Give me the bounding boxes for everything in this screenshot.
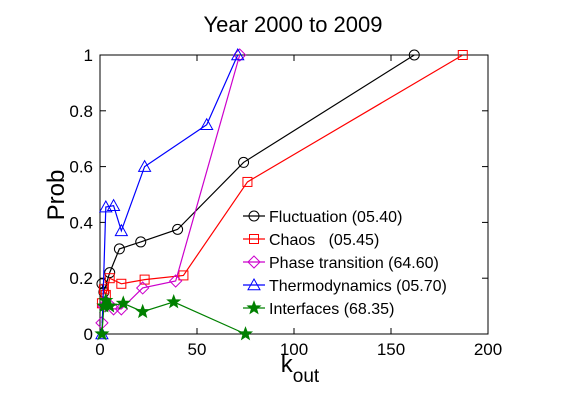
series-3: [95, 47, 245, 340]
axis-ticks: 0 50 100 150 200 0 0.2 0.4 0.6 0.8 1: [69, 46, 502, 359]
y-tick-label: 0.2: [69, 269, 93, 288]
x-tick-label: 100: [280, 340, 308, 359]
legend-entry: Fluctuation (05.40): [243, 209, 402, 226]
chart-title: Year 2000 to 2009: [203, 12, 382, 37]
series-layer: [94, 47, 468, 341]
series-line: [101, 54, 415, 295]
legend-marker: [247, 255, 261, 269]
series-1: [96, 50, 468, 309]
data-point: [135, 281, 150, 295]
y-tick-label: 0.8: [69, 102, 93, 121]
series-4: [94, 292, 254, 341]
data-point: [178, 270, 189, 281]
data-point: [113, 243, 125, 255]
data-point: [114, 223, 129, 237]
legend-marker: [246, 300, 262, 315]
x-tick-label: 50: [188, 340, 207, 359]
x-tick-label: 200: [474, 340, 502, 359]
data-point: [230, 47, 245, 61]
legend-label: Fluctuation (05.40): [269, 209, 402, 226]
x-axis-label-main: k: [281, 351, 294, 378]
data-point: [457, 50, 468, 60]
legend-entry: Chaos (05.45): [243, 232, 379, 249]
x-tick-label: 0: [95, 340, 104, 359]
y-tick-label: 0.6: [69, 158, 93, 177]
data-point: [168, 274, 183, 288]
y-tick-label: 0: [84, 325, 93, 344]
y-tick-label: 1: [84, 46, 93, 65]
legend-marker: [247, 277, 261, 291]
series-2: [95, 48, 247, 330]
data-point: [104, 273, 115, 284]
data-point: [242, 176, 253, 187]
data-point: [137, 159, 152, 172]
legend-label: Phase transition (64.60): [269, 255, 439, 272]
x-axis-label-subscript: out: [293, 366, 320, 387]
y-axis-label: Prob: [43, 170, 70, 221]
data-point: [115, 295, 131, 310]
data-point: [166, 293, 182, 309]
legend-label: Chaos (05.45): [269, 232, 379, 249]
legend-entry: Phase transition (64.60): [243, 255, 439, 272]
data-point: [96, 278, 108, 290]
data-point: [135, 236, 147, 248]
x-tick-label: 150: [377, 340, 405, 359]
data-point: [172, 223, 184, 235]
data-point: [94, 326, 110, 341]
data-point: [238, 156, 250, 168]
series-line: [101, 54, 239, 335]
legend-label: Interfaces (68.35): [269, 301, 394, 318]
data-point: [237, 326, 254, 341]
x-axis-label: kout: [281, 351, 320, 387]
legend-entry: Thermodynamics (05.70): [243, 277, 447, 295]
data-point: [106, 198, 121, 211]
data-point: [98, 292, 114, 307]
data-point: [102, 298, 118, 313]
legend-marker: [249, 234, 259, 244]
y-tick-label: 0.4: [69, 213, 93, 232]
legend: Fluctuation (05.40) Chaos (05.45) Phase tr…: [243, 209, 447, 318]
legend-marker: [248, 210, 260, 222]
legend-entry: Interfaces (68.35): [243, 300, 394, 318]
series-line: [101, 54, 464, 304]
data-point: [135, 303, 151, 319]
data-point: [116, 278, 127, 289]
data-point: [408, 49, 420, 61]
data-point: [98, 200, 113, 213]
data-point: [199, 117, 214, 131]
legend-label: Thermodynamics (05.70): [269, 278, 447, 295]
